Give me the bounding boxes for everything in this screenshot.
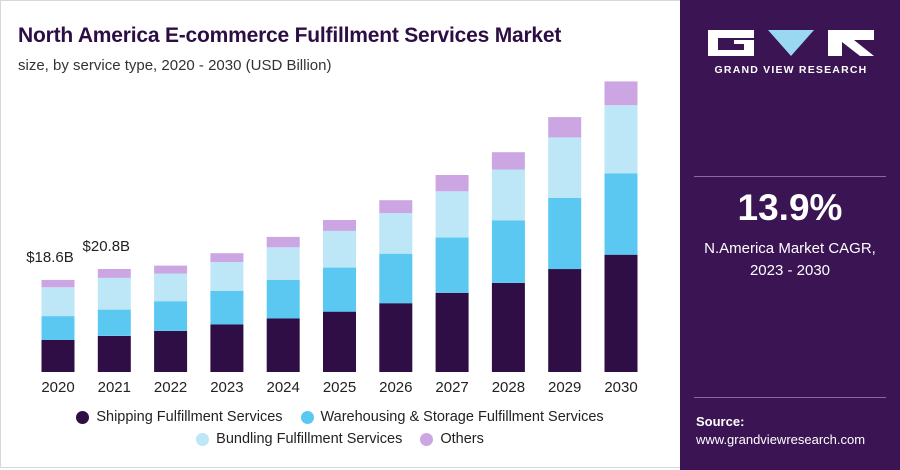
bar-segment-2024-3: [266, 247, 300, 280]
bar-segment-2026-2: [379, 253, 413, 304]
cagr-label-line-1: N.America Market CAGR,: [704, 240, 876, 257]
legend-label-shipping: Shipping Fulfillment Services: [96, 409, 283, 425]
bar-segment-2025-2: [323, 267, 356, 312]
sidebar-divider-top: [694, 176, 886, 177]
cagr-label: N.America Market CAGR, 2023 - 2030: [680, 238, 900, 282]
bar-segment-2024-4: [266, 236, 300, 248]
gvr-logo-icon: [708, 30, 874, 56]
bar-segment-2020-1: [41, 339, 75, 372]
bar-segment-2020-4: [41, 279, 75, 288]
legend-swatch-warehousing: [300, 410, 314, 424]
bar-segment-2021-4: [97, 269, 131, 278]
x-tick-label: 2030: [604, 379, 637, 396]
stacked-bar-chart: 2020 $18.6B 2021 $20.8B 2022 2023 2024 2025 2026…: [26, 81, 638, 396]
bar-segment-2028-3: [491, 169, 525, 221]
bar-segment-2024-2: [266, 279, 300, 319]
bar-segment-2030-3: [604, 105, 638, 174]
data-label-2020: $18.6B: [26, 249, 74, 266]
x-tick-label: 2029: [548, 379, 581, 396]
bar-segment-2025-4: [323, 220, 356, 231]
source-label: Source:: [696, 414, 745, 429]
logo-wordmark: GRAND VIEW RESEARCH: [714, 64, 868, 76]
bar-segment-2024-1: [266, 318, 300, 372]
legend-swatch-others: [420, 432, 434, 446]
bar-segment-2022-3: [154, 273, 188, 302]
legend-row-1: Shipping Fulfillment Services Warehousin…: [0, 409, 680, 425]
bar-segment-2025-1: [323, 311, 356, 372]
bar-segment-2023-1: [210, 324, 244, 372]
bar-segment-2029-3: [548, 137, 582, 198]
bar-segment-2029-1: [548, 269, 582, 372]
legend-item-others: Others: [420, 431, 484, 447]
bar-segment-2027-3: [435, 191, 469, 238]
bar-segment-2026-1: [379, 303, 413, 372]
cagr-label-line-2: 2023 - 2030: [749, 262, 831, 279]
bar-segment-2028-1: [491, 282, 525, 372]
bar-segment-2022-1: [154, 330, 188, 372]
legend-item-warehousing: Warehousing & Storage Fulfillment Servic…: [300, 409, 604, 425]
bar-segment-2028-2: [491, 220, 525, 283]
bar-segment-2025-3: [323, 230, 356, 268]
bar-segment-2027-4: [435, 175, 469, 192]
legend-swatch-bundling: [196, 432, 210, 446]
bar-segment-2027-1: [435, 292, 469, 372]
bar-segment-2028-4: [491, 152, 525, 170]
bar-segment-2021-2: [97, 309, 131, 336]
bar-segment-2023-2: [210, 290, 244, 325]
legend-label-bundling: Bundling Fulfillment Services: [216, 431, 403, 447]
bar-segment-2022-2: [154, 301, 188, 331]
bar-segment-2030-1: [604, 254, 638, 372]
chart-area: North America E-commerce Fulfillment Ser…: [0, 24, 680, 447]
bar-segment-2022-4: [154, 265, 188, 274]
source-url: www.grandviewresearch.com: [696, 432, 866, 447]
bar-segment-2020-3: [41, 287, 75, 317]
chart-title: North America E-commerce Fulfillment Ser…: [18, 24, 562, 47]
data-label-2021: $20.8B: [83, 238, 131, 255]
bar-segment-2026-4: [379, 200, 413, 214]
legend-label-warehousing: Warehousing & Storage Fulfillment Servic…: [320, 409, 604, 425]
info-sidebar: GRAND VIEW RESEARCH 13.9% N.America Mark…: [680, 0, 900, 470]
bar-segment-2023-4: [210, 253, 244, 263]
bar-segment-2029-4: [548, 117, 582, 138]
x-tick-label: 2021: [98, 379, 131, 396]
bar-segment-2027-2: [435, 237, 469, 293]
bar-segment-2029-2: [548, 197, 582, 270]
chart-subtitle: size, by service type, 2020 - 2030 (USD …: [18, 57, 332, 74]
x-tick-label: 2027: [435, 379, 468, 396]
bar-segment-2023-3: [210, 262, 244, 291]
x-tick-label: 2026: [379, 379, 412, 396]
legend-label-others: Others: [440, 431, 484, 447]
cagr-value: 13.9%: [737, 187, 843, 228]
bar-segment-2020-2: [41, 316, 75, 340]
bar-segment-2026-3: [379, 213, 413, 254]
grand-view-research-logo: GRAND VIEW RESEARCH: [706, 26, 876, 82]
legend-item-shipping: Shipping Fulfillment Services: [76, 409, 283, 425]
x-tick-label: 2020: [41, 379, 74, 396]
bar-segment-2030-4: [604, 81, 638, 106]
x-tick-label: 2023: [210, 379, 243, 396]
x-tick-label: 2028: [492, 379, 525, 396]
x-tick-label: 2024: [267, 379, 300, 396]
bar-segment-2021-1: [97, 335, 131, 372]
sidebar-divider-bottom: [694, 397, 886, 398]
legend-row-2: Bundling Fulfillment Services Others: [0, 431, 680, 447]
bar-segment-2030-2: [604, 173, 638, 255]
x-tick-label: 2025: [323, 379, 356, 396]
bar-segment-2021-3: [97, 277, 131, 310]
x-tick-label: 2022: [154, 379, 187, 396]
legend-item-bundling: Bundling Fulfillment Services: [196, 431, 402, 447]
legend-swatch-shipping: [76, 410, 90, 424]
